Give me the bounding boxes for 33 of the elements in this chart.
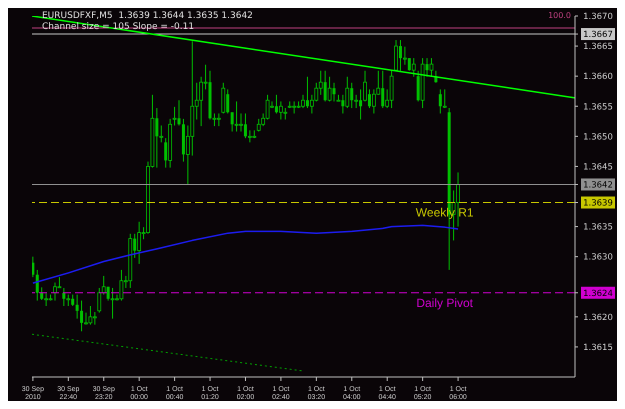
annotation: 100.0 xyxy=(548,11,571,21)
y-tick-label: 1.3670 xyxy=(583,12,613,22)
y-tick-label: 1.3655 xyxy=(583,102,613,112)
candlestick xyxy=(199,76,204,127)
candlestick xyxy=(36,269,39,302)
candlestick xyxy=(372,88,376,114)
candlestick xyxy=(216,112,221,127)
chart-title: EURUSDFXF,M5 1.3639 1.3644 1.3635 1.3642 xyxy=(42,11,253,22)
y-tick-label: 1.3624 xyxy=(583,288,613,299)
y-tick-label: 1.3639 xyxy=(583,198,613,209)
candlestick xyxy=(412,58,416,78)
y-tick-label: 1.3650 xyxy=(583,132,613,142)
y-tick-label: 1.3630 xyxy=(583,252,613,263)
candlestick xyxy=(328,76,332,102)
y-tick-label: 1.3642 xyxy=(583,180,613,190)
line-series xyxy=(32,224,459,284)
y-tick-label: 1.3645 xyxy=(583,162,613,172)
candlestick xyxy=(172,106,176,126)
y-tick-label: 1.3660 xyxy=(583,72,613,82)
candlestick xyxy=(44,292,48,307)
candlestick xyxy=(137,221,142,264)
candlestick xyxy=(430,58,434,78)
y-tick-label: 1.3665 xyxy=(583,42,613,52)
y-tick-label: 1.3620 xyxy=(583,312,613,323)
candlestick xyxy=(256,118,261,132)
y-tick-label: 1.3667 xyxy=(583,30,613,40)
candlestick xyxy=(345,76,350,109)
candlestick xyxy=(76,294,79,320)
y-tick-label: 1.3635 xyxy=(583,222,613,233)
ref-line-label: Daily Pivot xyxy=(416,296,474,310)
candlestick xyxy=(278,100,283,120)
y-tick-label: 1.3615 xyxy=(583,342,613,353)
candlestick xyxy=(32,256,34,278)
